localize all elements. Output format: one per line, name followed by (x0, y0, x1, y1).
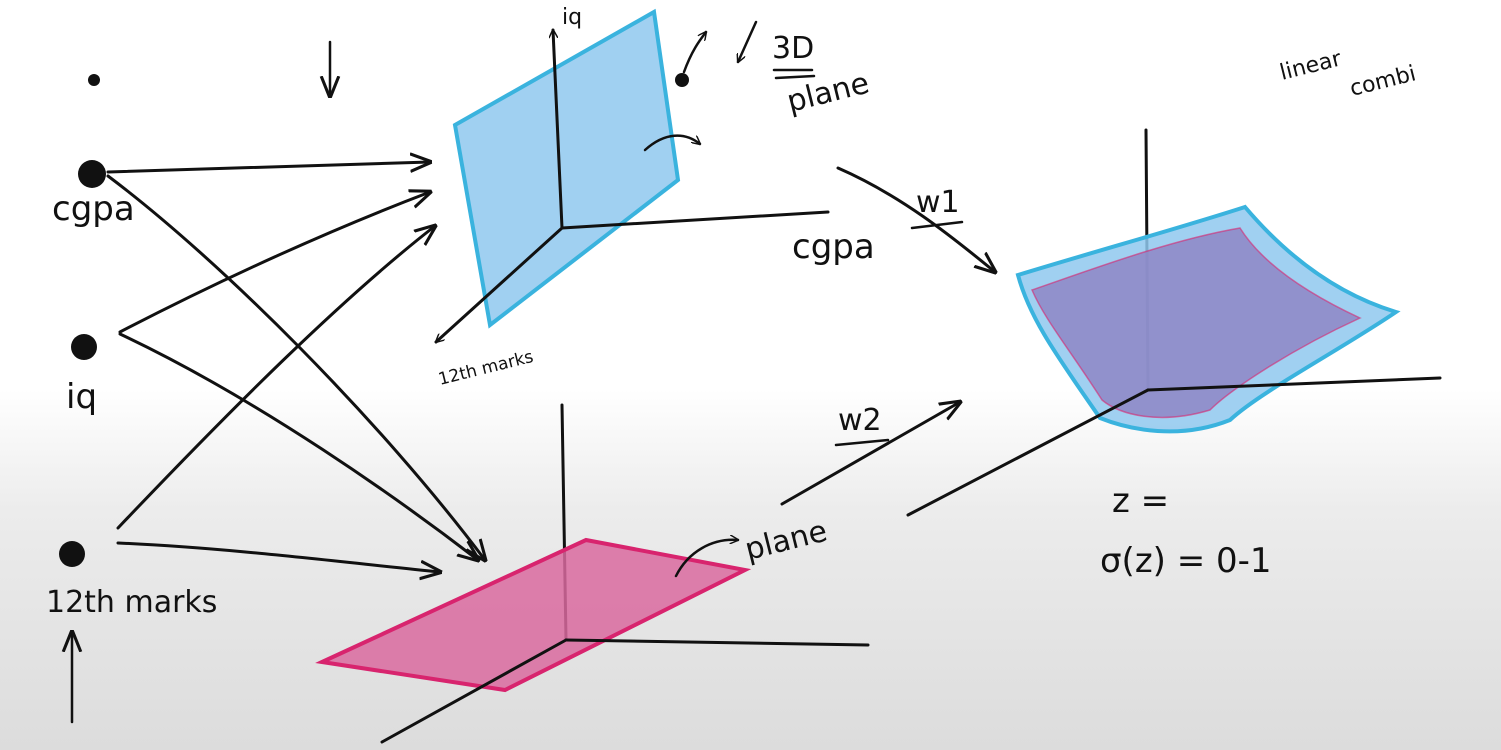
axis-horizontal-3 (1146, 376, 1442, 392)
label-w1: w1 (916, 185, 960, 220)
label-linear: linear (1277, 46, 1344, 86)
label-cgpa: cgpa (52, 189, 135, 229)
label-axis-iq: iq (562, 5, 582, 30)
curved-arrow-icon (674, 540, 740, 578)
plane-1-surface (452, 8, 681, 329)
edge-marks-plane2 (116, 541, 440, 572)
output-surface-shading (1030, 227, 1362, 419)
axis-cgpa (560, 210, 830, 230)
plane-1-point (675, 73, 689, 87)
weights: w1 w2 (780, 166, 995, 506)
label-w2: w2 (838, 403, 882, 438)
label-combi: combi (1347, 61, 1418, 101)
connections (106, 162, 485, 572)
label-iq: iq (66, 377, 97, 417)
arrow-w2 (780, 402, 960, 506)
axis-12th-marks (436, 226, 564, 342)
axis-horizontal-2 (564, 638, 870, 647)
label-plane-2: plane (741, 514, 830, 568)
label-axis-cgpa: cgpa (792, 227, 875, 267)
label-sigma: σ(z) = 0-1 (1100, 541, 1272, 581)
edge-marks-plane1 (116, 226, 435, 530)
node-12th-marks (59, 541, 85, 567)
node-iq (71, 334, 97, 360)
label-plane-1: plane (783, 66, 872, 120)
plane-1: iq cgpa 12th marks 3D plane (436, 5, 875, 390)
input-layer: cgpa iq 12th marks (46, 40, 330, 724)
edge-cgpa-plane1 (106, 162, 430, 174)
label-3d: 3D (772, 31, 814, 66)
underline-w2 (834, 438, 890, 447)
plane-2: plane (315, 403, 870, 744)
edge-iq-plane2 (118, 332, 478, 560)
axis-diagonal-2 (380, 638, 568, 744)
node-cgpa (78, 160, 106, 188)
label-12th-marks: 12th marks (46, 585, 217, 620)
underline-3d (772, 68, 816, 80)
output-surface: linear combi z = σ(z) = 0-1 (906, 46, 1442, 581)
edge-cgpa-plane2 (106, 174, 485, 560)
curved-arrow-icon (643, 134, 700, 152)
label-z: z = (1112, 481, 1169, 521)
node-top-small (88, 74, 100, 86)
label-axis-12th-marks: 12th marks (436, 347, 535, 390)
curved-arrow-icon (682, 32, 706, 74)
arrow-w1 (836, 166, 995, 272)
plane-2-surface (315, 537, 752, 693)
edge-iq-plane1 (118, 192, 430, 334)
underline-w1 (910, 220, 964, 230)
pointer-arrow-icon (738, 20, 758, 62)
axis-diagonal-3 (906, 388, 1150, 517)
axis-iq (553, 28, 564, 230)
